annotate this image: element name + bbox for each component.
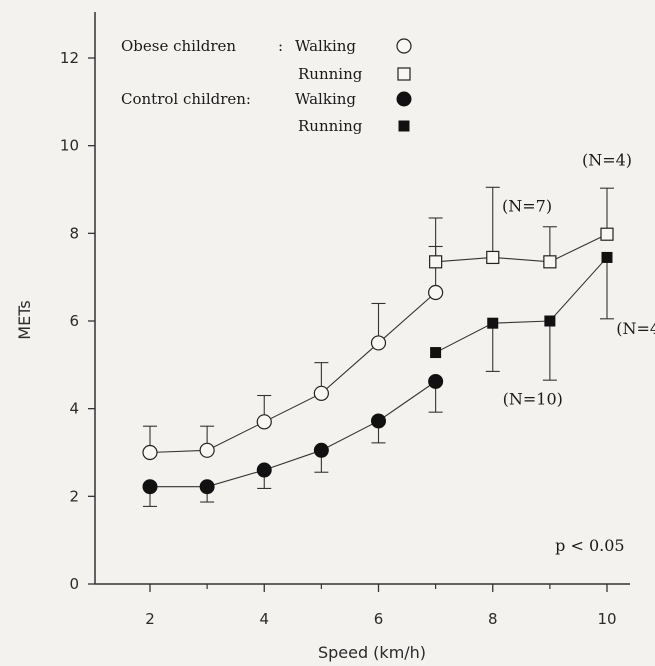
data-point bbox=[256, 462, 272, 478]
y-tick-label: 6 bbox=[69, 312, 79, 330]
series-line bbox=[435, 233, 608, 263]
annotation: (N=7) bbox=[502, 196, 552, 215]
y-axis-title: METs bbox=[15, 300, 34, 339]
data-point bbox=[313, 385, 329, 401]
y-tick-label: 0 bbox=[69, 575, 79, 593]
y-tick-label: 4 bbox=[69, 400, 79, 418]
data-point bbox=[370, 335, 387, 351]
data-point bbox=[142, 479, 158, 495]
data-point bbox=[600, 227, 614, 241]
annotation: (N=4) bbox=[582, 150, 632, 169]
x-tick-label: 10 bbox=[597, 610, 616, 628]
x-tick-label: 6 bbox=[374, 610, 384, 628]
series-obese_walking bbox=[142, 245, 444, 461]
series-control_walking bbox=[142, 373, 444, 507]
data-point bbox=[543, 255, 557, 269]
data-point bbox=[487, 317, 499, 329]
series-layer bbox=[142, 186, 614, 507]
y-tick-label: 8 bbox=[69, 224, 79, 242]
series-line bbox=[435, 257, 608, 354]
series-line bbox=[150, 381, 436, 488]
data-point bbox=[199, 479, 215, 495]
ticks: 0 2 4 6 8 10 12 2 4 6 8 10 bbox=[60, 49, 617, 628]
x-axis-title: Speed (km/h) bbox=[318, 643, 426, 662]
annotation: p < 0.05 bbox=[555, 536, 624, 555]
data-point bbox=[486, 250, 500, 265]
legend-marker bbox=[398, 120, 410, 132]
legend-group-label: Control children: bbox=[121, 90, 251, 108]
data-point bbox=[313, 442, 329, 458]
x-tick-label: 8 bbox=[488, 610, 498, 628]
data-point bbox=[428, 284, 444, 301]
legend-activity-label: Walking bbox=[295, 90, 356, 108]
axes bbox=[94, 12, 630, 585]
legend: Obese children: Walking Running Control chi… bbox=[121, 37, 412, 135]
y-tick-label: 12 bbox=[60, 49, 79, 67]
legend-marker bbox=[397, 67, 411, 81]
legend-separator: : bbox=[278, 37, 283, 55]
legend-marker bbox=[396, 91, 412, 107]
annotation: (N=10) bbox=[503, 389, 563, 408]
series-control_running bbox=[430, 251, 614, 381]
data-point bbox=[430, 347, 442, 359]
legend-group-label: Obese children bbox=[121, 37, 236, 55]
data-point bbox=[428, 373, 444, 389]
data-point bbox=[142, 444, 158, 461]
annotations: (N=4) (N=7) (N=4) (N=10) p < 0.05 bbox=[502, 150, 655, 555]
x-tick-label: 4 bbox=[259, 610, 269, 628]
data-point bbox=[199, 442, 215, 458]
legend-activity-label: Running bbox=[298, 65, 363, 83]
data-point bbox=[371, 413, 386, 429]
data-point bbox=[256, 414, 272, 430]
data-point bbox=[544, 315, 556, 327]
y-tick-label: 2 bbox=[69, 487, 79, 505]
series-line bbox=[149, 292, 436, 454]
legend-marker bbox=[396, 38, 412, 54]
series-obese_running bbox=[428, 186, 614, 269]
data-point bbox=[429, 255, 443, 269]
x-tick-label: 2 bbox=[145, 610, 155, 628]
legend-activity-label: Running bbox=[298, 117, 363, 135]
y-tick-label: 10 bbox=[60, 137, 79, 155]
annotation: (N=4) bbox=[616, 319, 655, 338]
data-point bbox=[601, 251, 613, 263]
legend-activity-label: Walking bbox=[295, 37, 356, 55]
